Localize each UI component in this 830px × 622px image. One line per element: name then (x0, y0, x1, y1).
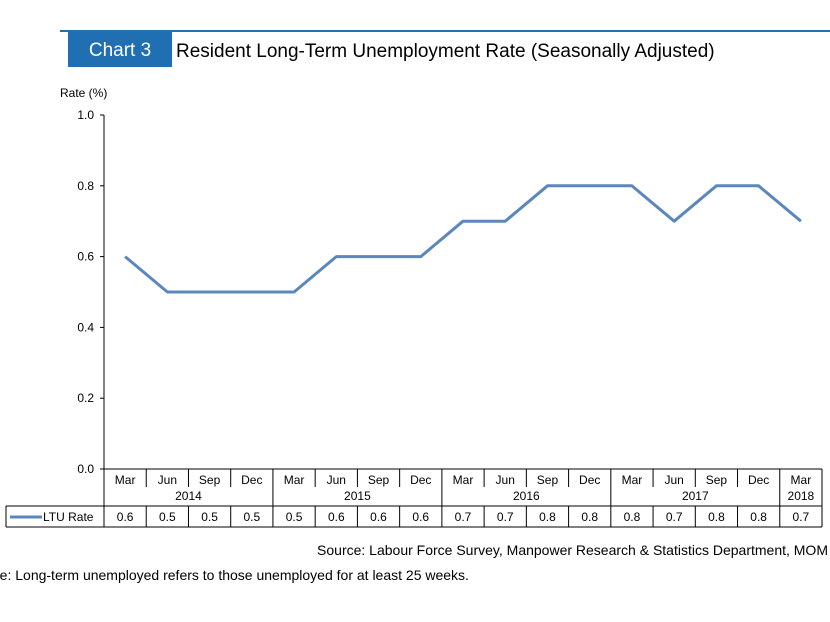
series-line-ltu-rate (124, 184, 802, 294)
data-label: 0.8 (708, 510, 725, 524)
y-tick-label: 0.8 (77, 179, 94, 193)
data-label: 0.5 (201, 510, 218, 524)
x-tick-label: Mar (453, 473, 474, 487)
x-tick-label: Sep (199, 473, 221, 487)
y-tick-label: 0.6 (77, 250, 94, 264)
data-label: 0.5 (159, 510, 176, 524)
x-tick-label: Jun (327, 473, 346, 487)
x-tick-label: Sep (537, 473, 559, 487)
data-label: 0.7 (455, 510, 472, 524)
chart-badge: Chart 3 (89, 40, 151, 61)
x-tick-label: Mar (622, 473, 643, 487)
data-label: 0.6 (328, 510, 345, 524)
data-label: 0.7 (793, 510, 810, 524)
x-category-table: LTU Rate (5, 468, 823, 528)
x-tick-label: Sep (368, 473, 390, 487)
x-year-label: 2014 (175, 489, 202, 503)
y-tick-label: 0.4 (77, 320, 94, 334)
data-label: 0.7 (497, 510, 514, 524)
y-tick-label: 0.2 (77, 391, 94, 405)
x-tick-label: Mar (791, 473, 812, 487)
data-label: 0.8 (624, 510, 641, 524)
x-tick-label: Sep (706, 473, 728, 487)
x-tick-label: Dec (579, 473, 600, 487)
x-tick-label: Dec (241, 473, 262, 487)
x-tick-label: Jun (664, 473, 683, 487)
data-label: 0.5 (286, 510, 303, 524)
source-note: Source: Labour Force Survey, Manpower Re… (317, 542, 828, 558)
value-row: 0.6 0.5 0.5 0.5 0.5 0.6 0.6 0.6 0.7 0.7 0.8 0.8 0.8 0… (117, 506, 810, 527)
y-ticks: 0.0 0.2 0.4 0.6 0.8 1.0 (77, 108, 104, 476)
chart-title: Resident Long-Term Unemployment Rate (Se… (176, 41, 715, 62)
x-year-label: 2015 (344, 489, 371, 503)
x-category-labels: Mar Jun Sep Dec Mar Jun Sep Dec Mar Jun Sep Dec Mar J… (115, 469, 811, 487)
data-label: 0.6 (412, 510, 429, 524)
y-tick-label: 0.0 (77, 462, 94, 476)
x-tick-label: Dec (410, 473, 431, 487)
x-year-labels: 2014 2015 2016 2017 2018 (175, 469, 815, 506)
x-tick-label: Mar (284, 473, 305, 487)
y-axis-label: Rate (%) (60, 86, 107, 100)
y-tick-label: 1.0 (77, 108, 94, 122)
legend-label: LTU Rate (43, 510, 94, 524)
data-label: 0.8 (581, 510, 598, 524)
data-label: 0.8 (539, 510, 556, 524)
x-tick-label: Jun (496, 473, 515, 487)
data-label: 0.7 (666, 510, 683, 524)
x-tick-label: Mar (115, 473, 136, 487)
x-year-label: 2017 (682, 489, 709, 503)
x-year-label: 2016 (513, 489, 540, 503)
x-year-label: 2018 (788, 489, 815, 503)
x-tick-label: Jun (158, 473, 177, 487)
data-label: 0.6 (117, 510, 134, 524)
data-label: 0.5 (243, 510, 260, 524)
chart-badge-box (68, 31, 172, 67)
data-label: 0.8 (750, 510, 767, 524)
footnote: ote: Long-term unemployed refers to thos… (0, 567, 469, 583)
x-tick-label: Dec (748, 473, 769, 487)
data-label: 0.6 (370, 510, 387, 524)
